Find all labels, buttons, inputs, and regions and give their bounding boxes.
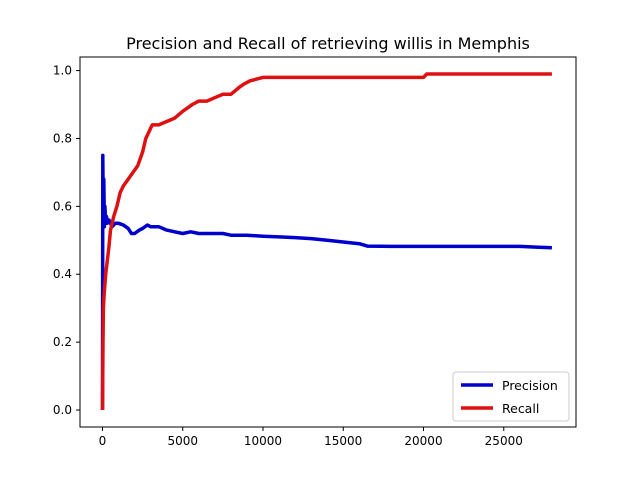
y-tick-label: 1.0 (53, 64, 72, 78)
x-tick-label: 10000 (244, 434, 282, 448)
x-tick-label: 25000 (485, 434, 523, 448)
y-tick-label: 0.6 (53, 199, 72, 213)
legend-label-precision: Precision (502, 378, 558, 393)
x-tick-label: 20000 (404, 434, 442, 448)
series-line-precision (100, 153, 552, 411)
legend-label-recall: Recall (502, 401, 539, 416)
x-tick-label: 5000 (167, 434, 198, 448)
x-tick-label: 15000 (324, 434, 362, 448)
y-tick-label: 0.4 (53, 267, 72, 281)
legend: Precision Recall (452, 371, 570, 422)
series-line-recall (100, 72, 552, 411)
y-tick-label: 0.8 (53, 131, 72, 145)
y-tick-label: 0.2 (53, 335, 72, 349)
chart-title: Precision and Recall of retrieving willi… (126, 34, 530, 53)
axis-ticks: 0 5000 10000 15000 20000 25000 0.0 0.2 0.4 0.6 0.8… (53, 64, 523, 448)
plot-area (100, 72, 552, 411)
plot-frame (79, 56, 577, 428)
y-tick-label: 0.0 (53, 403, 72, 417)
x-tick-label: 0 (99, 434, 107, 448)
